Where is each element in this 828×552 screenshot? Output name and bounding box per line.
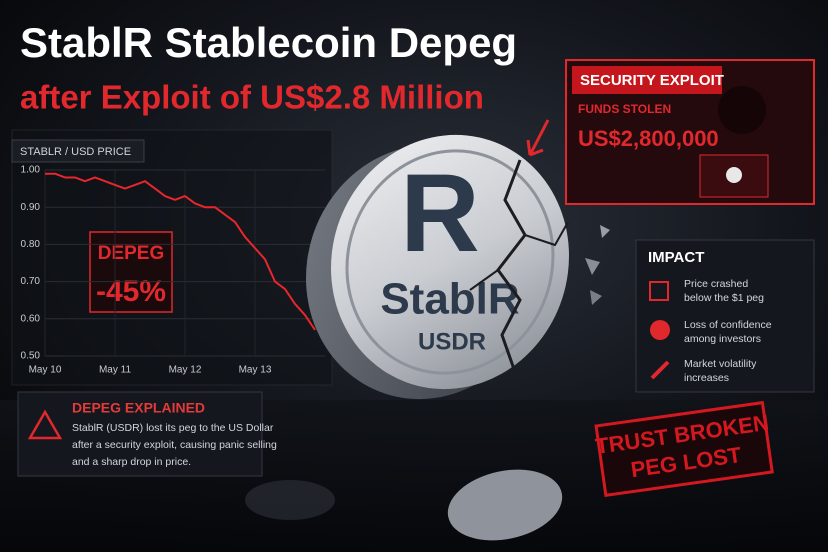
coin: R StablR USDR: [245, 134, 610, 541]
explained-text: StablR (USDR) lost its peg to the US Dol…: [72, 422, 274, 434]
coin-name: StablR: [380, 275, 519, 324]
sad-icon: [650, 320, 670, 340]
price-line: [45, 172, 316, 331]
exploit-amount: US$2,800,000: [578, 126, 719, 151]
skull-icon: [726, 167, 742, 183]
depeg-change: -45%: [96, 275, 166, 308]
fragment: [600, 225, 610, 238]
impact-text: Market volatility: [684, 358, 757, 370]
impact-text: Price crashed: [684, 278, 748, 290]
subtitle: after Exploit of US$2.8 Million: [20, 79, 484, 116]
x-tick-label: May 11: [99, 365, 131, 376]
exploit-title: SECURITY EXPLOIT: [580, 72, 724, 89]
explained-title: DEPEG EXPLAINED: [72, 400, 205, 416]
small-coin: [447, 469, 563, 541]
depeg-label: DEPEG: [98, 243, 165, 264]
coin-ticker: USDR: [418, 328, 486, 355]
stamp-box: [594, 400, 774, 498]
y-tick-label: 0.50: [21, 351, 41, 362]
impact-text: Loss of confidence: [684, 319, 772, 331]
x-tick-label: May 13: [239, 365, 272, 376]
impact-text: among investors: [684, 333, 761, 345]
chart-title: STABLR / USD PRICE: [20, 146, 131, 158]
coin-logo: R: [400, 152, 479, 275]
x-tick-label: May 12: [169, 365, 202, 376]
y-tick-label: 0.80: [21, 239, 41, 250]
x-tick-label: May 10: [29, 365, 62, 376]
coin-ring: [345, 149, 555, 375]
exploit-label: FUNDS STOLEN: [578, 102, 671, 116]
exploit-title-bg: [572, 66, 722, 94]
fragment: [585, 258, 600, 275]
depeg-box: [89, 231, 173, 313]
explained-text: and a sharp drop in price.: [72, 456, 191, 468]
explained-text: after a security exploit, causing panic …: [72, 439, 277, 451]
impact-text: below the $1 peg: [684, 292, 764, 304]
chart-icon: [649, 281, 669, 301]
crack: [469, 269, 499, 291]
arrow: [526, 119, 550, 157]
exploit-panel: SECURITY EXPLOIT FUNDS STOLEN US$2,800,0…: [565, 59, 815, 205]
y-tick-label: 0.70: [21, 276, 41, 287]
stamp: TRUST BROKEN PEG LOST: [594, 400, 774, 498]
explained-panel: DEPEG EXPLAINED StablR (USDR) lost its p…: [17, 391, 277, 477]
warning-icon: [27, 409, 63, 440]
crack: [524, 221, 569, 247]
fragment: [590, 290, 602, 305]
link-icon: [650, 360, 670, 380]
impact-text: increases: [684, 372, 729, 384]
y-tick-label: 1.00: [21, 165, 41, 176]
coin-face: [331, 134, 569, 390]
y-tick-label: 0.60: [21, 313, 41, 324]
coin-reflection: [245, 480, 335, 520]
chart-title-box: [11, 139, 145, 163]
impact-panel: IMPACT Price crashed below the $1 peg Lo…: [635, 239, 815, 393]
chart: STABLR / USD PRICE DEPEG -45% 0.50 0.60 0.…: [11, 129, 333, 386]
hacker-head: [718, 86, 766, 134]
impact-title: IMPACT: [648, 249, 704, 266]
y-tick-label: 0.90: [21, 202, 41, 213]
title: StablR Stablecoin Depeg: [20, 19, 517, 66]
